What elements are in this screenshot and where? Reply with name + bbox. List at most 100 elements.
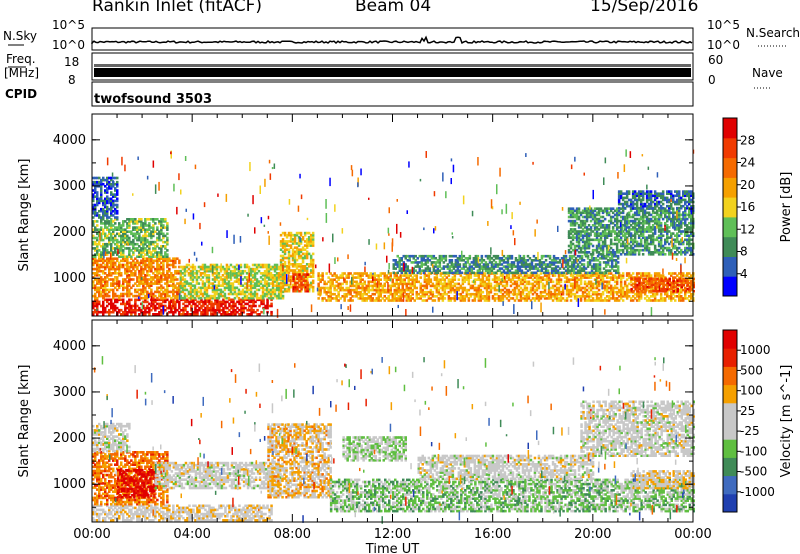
data-cell — [194, 310, 197, 314]
data-cell — [230, 310, 233, 314]
data-cell — [205, 274, 209, 277]
data-cell — [211, 263, 215, 267]
data-cell — [228, 302, 231, 306]
data-cell — [172, 263, 175, 267]
data-cell — [206, 300, 209, 304]
data-cell — [124, 310, 127, 314]
data-cell — [128, 306, 131, 310]
data-cell — [179, 265, 183, 269]
data-cell — [215, 276, 219, 279]
data-cell — [270, 298, 273, 302]
data-cell — [148, 302, 151, 306]
data-cell — [221, 290, 225, 294]
data-cell — [92, 276, 95, 279]
data-cell — [144, 267, 147, 271]
data-cell — [100, 294, 103, 298]
data-cell — [156, 274, 159, 277]
data-cell — [214, 313, 217, 316]
data-cell — [122, 282, 125, 285]
data-cell — [112, 284, 115, 287]
data-cell — [162, 259, 165, 263]
data-cell — [156, 288, 159, 292]
data-cell — [146, 306, 149, 310]
data-cell — [174, 304, 177, 308]
data-cell — [221, 265, 225, 269]
data-cell — [227, 267, 231, 271]
data-cell — [209, 265, 213, 269]
data-cell — [158, 278, 161, 281]
data-cell — [199, 265, 203, 269]
data-cell — [110, 282, 113, 285]
data-cell — [158, 304, 161, 308]
data-cell — [102, 300, 105, 304]
data-cell — [128, 288, 131, 292]
data-cell — [108, 313, 111, 316]
data-cell — [134, 263, 137, 267]
data-cell — [213, 292, 217, 296]
data-cell — [132, 259, 135, 263]
data-cell — [104, 282, 107, 285]
data-cell — [597, 288, 601, 292]
data-cell — [94, 261, 97, 265]
data-cell — [118, 274, 121, 277]
data-cell — [158, 286, 161, 290]
data-cell — [213, 294, 217, 298]
data-cell — [154, 294, 157, 298]
data-cell — [216, 308, 219, 312]
data-cell — [124, 280, 127, 283]
data-cell — [228, 313, 231, 316]
data-cell — [201, 280, 205, 283]
data-cell — [193, 292, 197, 296]
data-cell — [232, 308, 235, 312]
data-cell — [158, 257, 161, 260]
station-title: Rankin Inlet (fitACF) — [92, 0, 263, 16]
data-cell — [136, 294, 139, 298]
data-cell — [156, 313, 159, 316]
data-cell — [120, 294, 123, 298]
data-cell — [170, 296, 173, 300]
data-cell — [150, 269, 153, 273]
data-cell — [156, 257, 159, 260]
data-cell — [116, 257, 119, 260]
data-cell — [443, 297, 447, 300]
data-cell — [120, 284, 123, 287]
data-cell — [128, 267, 131, 271]
data-cell — [206, 298, 209, 302]
data-cell — [120, 265, 123, 269]
data-cell — [172, 290, 175, 294]
data-cell — [116, 298, 119, 302]
data-cell — [132, 272, 135, 275]
data-cell — [96, 220, 99, 223]
data-cell — [185, 265, 189, 269]
data-cell — [114, 261, 117, 265]
data-cell — [130, 263, 133, 267]
data-cell — [144, 298, 147, 302]
data-cell — [195, 292, 199, 296]
data-cell — [266, 306, 269, 310]
data-cell — [234, 313, 237, 316]
data-cell — [160, 267, 163, 271]
data-cell — [170, 259, 173, 263]
data-cell — [128, 265, 131, 269]
data-cell — [203, 296, 207, 300]
data-cell — [156, 278, 159, 281]
data-cell — [254, 310, 257, 314]
data-cell — [428, 267, 432, 270]
data-cell — [106, 265, 109, 269]
data-cell — [222, 302, 225, 306]
data-cell — [187, 292, 191, 296]
data-cell — [213, 296, 217, 300]
data-cell — [110, 306, 113, 310]
data-cell — [128, 236, 131, 240]
data-cell — [268, 304, 271, 308]
data-cell — [96, 290, 99, 294]
data-cell — [114, 300, 117, 304]
data-cell — [168, 294, 171, 298]
data-cell — [191, 263, 195, 267]
data-cell — [179, 282, 183, 285]
data-cell — [130, 261, 133, 265]
data-cell — [128, 310, 131, 314]
data-cell — [220, 304, 223, 308]
data-cell — [190, 306, 193, 310]
data-cell — [152, 265, 155, 269]
